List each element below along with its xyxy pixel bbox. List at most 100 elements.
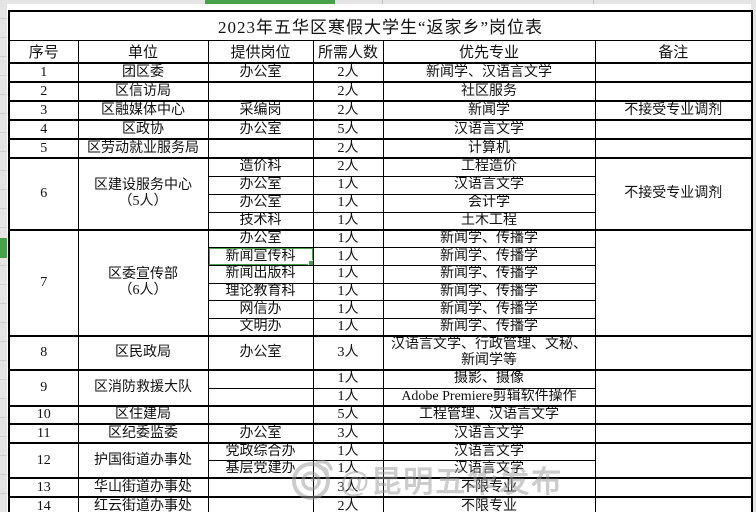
cell-count[interactable]: 1人 xyxy=(312,211,384,231)
cell-major[interactable]: 汉语言文学 xyxy=(382,423,596,444)
cell-remark[interactable] xyxy=(594,369,753,407)
cell-major[interactable]: 汉语言文学 xyxy=(382,460,596,479)
cell-seq[interactable]: 13 xyxy=(8,477,79,498)
cell-remark[interactable] xyxy=(594,442,753,479)
cell-post[interactable]: 采编岗 xyxy=(207,100,314,121)
cell-major[interactable]: 社区服务 xyxy=(382,81,596,102)
cell-remark[interactable] xyxy=(594,228,753,337)
cell-major[interactable]: 新闻学、传播学 xyxy=(382,282,596,302)
cell-unit[interactable]: 区融媒体中心 xyxy=(77,100,209,121)
cell-count[interactable]: 1人 xyxy=(312,317,384,337)
cell-count[interactable]: 1人 xyxy=(312,175,384,195)
cell-post[interactable]: 办公室 xyxy=(207,175,314,195)
cell-post[interactable]: 办公室 xyxy=(207,423,314,444)
col-header-count[interactable]: 所需人数 xyxy=(312,39,384,64)
col-header-unit[interactable]: 单位 xyxy=(77,39,209,64)
cell-count[interactable]: 2人 xyxy=(312,62,384,83)
cell-major[interactable]: 汉语言文学 xyxy=(382,119,596,140)
cell-remark[interactable] xyxy=(594,81,753,102)
cell-seq[interactable]: 10 xyxy=(8,405,79,425)
cell-post[interactable]: 办公室 xyxy=(207,229,314,249)
cell-unit[interactable]: 区劳动就业服务局 xyxy=(77,138,209,159)
cell-major[interactable]: 新闻学、汉语言文学 xyxy=(382,62,596,83)
cell-major[interactable]: 汉语言文学 xyxy=(382,442,596,462)
cell-seq[interactable]: 6 xyxy=(8,157,79,231)
cell-seq[interactable]: 8 xyxy=(8,335,79,371)
cell-major[interactable]: 计算机 xyxy=(382,138,596,159)
cell-major[interactable]: 新闻学、传播学 xyxy=(382,317,596,337)
cell-remark[interactable]: 不接受专业调剂 xyxy=(594,100,753,121)
cell-major[interactable]: 不限专业 xyxy=(382,496,596,512)
cell-unit[interactable]: 区政协 xyxy=(77,119,209,140)
selected-cell[interactable]: 新闻宣传科 xyxy=(207,247,314,266)
cell-post[interactable] xyxy=(207,81,314,102)
cell-seq[interactable]: 7 xyxy=(8,228,79,337)
cell-major[interactable]: 新闻学、传播学 xyxy=(382,300,596,319)
cell-post[interactable]: 办公室 xyxy=(207,193,314,213)
cell-major[interactable]: 新闻学 xyxy=(382,100,596,121)
cell-count[interactable]: 1人 xyxy=(312,193,384,213)
cell-unit[interactable]: 区委宣传部 （6人） xyxy=(77,228,209,337)
col-header-seq[interactable]: 序号 xyxy=(8,39,79,64)
cell-major[interactable]: 不限专业 xyxy=(382,477,596,498)
cell-count[interactable]: 3人 xyxy=(312,423,384,444)
cell-count[interactable]: 1人 xyxy=(312,300,384,319)
cell-unit[interactable]: 区纪委监委 xyxy=(77,423,209,444)
col-header-post[interactable]: 提供岗位 xyxy=(207,39,314,64)
cell-seq[interactable]: 11 xyxy=(8,423,79,444)
cell-remark[interactable] xyxy=(594,405,753,425)
cell-seq[interactable]: 14 xyxy=(8,496,79,512)
cell-post[interactable]: 基层党建办 xyxy=(207,460,314,479)
cell-count[interactable]: 3人 xyxy=(312,335,384,371)
cell-unit[interactable]: 区建设服务中心 （5人） xyxy=(77,157,209,231)
cell-count[interactable]: 2人 xyxy=(312,496,384,512)
cell-count[interactable]: 5人 xyxy=(312,119,384,140)
cell-unit[interactable]: 区消防救援大队 xyxy=(77,369,209,407)
cell-count[interactable]: 1人 xyxy=(312,282,384,302)
cell-remark[interactable] xyxy=(594,477,753,498)
cell-remark[interactable] xyxy=(594,423,753,444)
cell-remark[interactable] xyxy=(594,496,753,512)
cell-post[interactable] xyxy=(207,387,314,407)
cell-post[interactable]: 办公室 xyxy=(207,119,314,140)
cell-count[interactable]: 2人 xyxy=(312,138,384,159)
cell-post[interactable]: 新闻出版科 xyxy=(207,264,314,284)
cell-count[interactable]: 2人 xyxy=(312,100,384,121)
cell-count[interactable]: 2人 xyxy=(312,157,384,177)
cell-unit[interactable]: 护国街道办事处 xyxy=(77,442,209,479)
cell-unit[interactable]: 华山街道办事处 xyxy=(77,477,209,498)
cell-major[interactable]: 汉语言文学、行政管理、文秘、新闻学等 xyxy=(382,335,596,371)
cell-major[interactable]: 摄影、摄像 xyxy=(382,369,596,389)
col-header-major[interactable]: 优先专业 xyxy=(382,39,596,64)
cell-unit[interactable]: 红云街道办事处 xyxy=(77,496,209,512)
cell-seq[interactable]: 4 xyxy=(8,119,79,140)
cell-count[interactable]: 1人 xyxy=(312,247,384,266)
cell-major[interactable]: 新闻学、传播学 xyxy=(382,264,596,284)
cell-remark[interactable] xyxy=(594,119,753,140)
cell-count[interactable]: 1人 xyxy=(312,387,384,407)
cell-count[interactable]: 1人 xyxy=(312,442,384,462)
cell-post[interactable]: 网信办 xyxy=(207,300,314,319)
cell-post[interactable] xyxy=(207,369,314,389)
cell-major[interactable]: 土木工程 xyxy=(382,211,596,231)
cell-seq[interactable]: 2 xyxy=(8,81,79,102)
cell-unit[interactable]: 团区委 xyxy=(77,62,209,83)
cell-major[interactable]: 会计学 xyxy=(382,193,596,213)
col-header-remark[interactable]: 备注 xyxy=(594,39,753,64)
cell-major[interactable]: Adobe Premiere剪辑软件操作 xyxy=(382,387,596,407)
cell-count[interactable]: 1人 xyxy=(312,460,384,479)
cell-post[interactable]: 理论教育科 xyxy=(207,282,314,302)
cell-major[interactable]: 新闻学、传播学 xyxy=(382,229,596,249)
cell-seq[interactable]: 5 xyxy=(8,138,79,159)
cell-seq[interactable]: 1 xyxy=(8,62,79,83)
cell-post[interactable]: 办公室 xyxy=(207,335,314,371)
cell-count[interactable]: 2人 xyxy=(312,81,384,102)
cell-remark[interactable] xyxy=(594,62,753,83)
cell-major[interactable]: 工程造价 xyxy=(382,157,596,177)
cell-remark[interactable] xyxy=(594,335,753,371)
cell-major[interactable]: 工程管理、汉语言文学 xyxy=(382,405,596,425)
cell-seq[interactable]: 12 xyxy=(8,442,79,479)
cell-unit[interactable]: 区民政局 xyxy=(77,335,209,371)
cell-major[interactable]: 汉语言文学 xyxy=(382,175,596,195)
cell-count[interactable]: 1人 xyxy=(312,229,384,249)
